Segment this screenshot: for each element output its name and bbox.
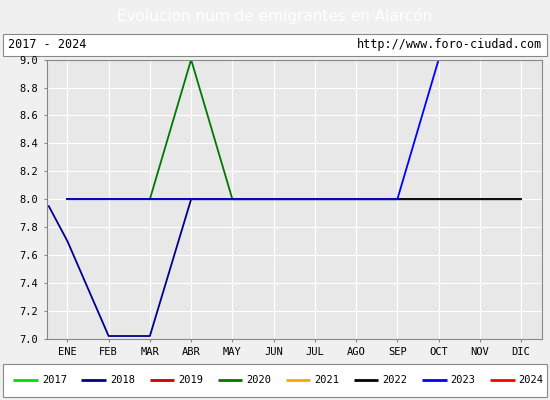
Text: 2019: 2019 [178,375,203,386]
Text: Evolucion num de emigrantes en Alarcón: Evolucion num de emigrantes en Alarcón [117,8,433,24]
Text: 2022: 2022 [382,375,408,386]
Text: 2020: 2020 [246,375,271,386]
Text: http://www.foro-ciudad.com: http://www.foro-ciudad.com [356,38,542,51]
Text: 2024: 2024 [519,375,543,386]
Text: 2018: 2018 [110,375,135,386]
Text: 2017: 2017 [42,375,67,386]
Text: 2023: 2023 [450,375,475,386]
Text: 2021: 2021 [314,375,339,386]
Text: 2017 - 2024: 2017 - 2024 [8,38,87,51]
